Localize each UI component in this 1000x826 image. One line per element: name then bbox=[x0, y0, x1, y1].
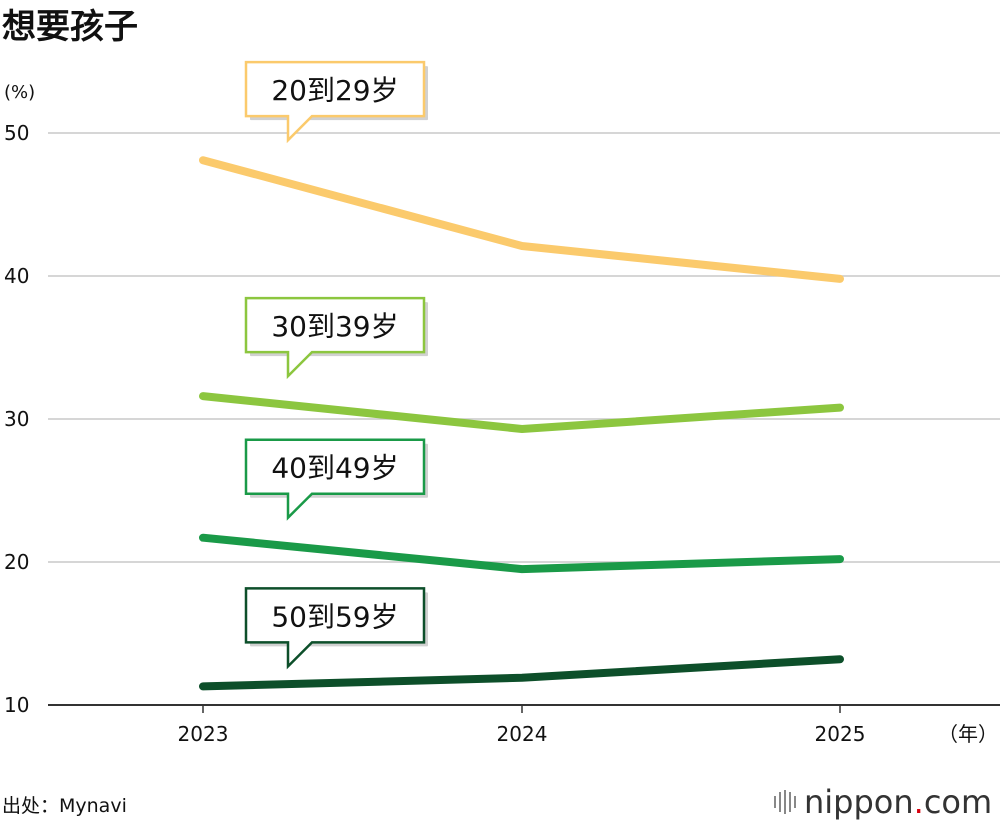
series-name: 40到49岁 bbox=[271, 452, 398, 485]
y-tick-label: 10 bbox=[4, 693, 29, 717]
nippon-logo: nippon.com bbox=[774, 783, 992, 821]
callout-box bbox=[244, 587, 426, 670]
logo-bars-icon bbox=[774, 790, 796, 814]
series-line bbox=[199, 655, 844, 691]
series-name: 50到59岁 bbox=[271, 600, 398, 633]
callout-box bbox=[244, 60, 426, 144]
series-name: 20到29岁 bbox=[271, 74, 398, 107]
series-line bbox=[199, 533, 844, 574]
x-tick-label: 2025 bbox=[815, 722, 866, 746]
x-tick-label: 2023 bbox=[178, 722, 229, 746]
brand-name: nippon.com bbox=[804, 783, 992, 821]
y-axis-ticks: 10 20 30 40 50 bbox=[4, 121, 29, 717]
y-tick-label: 20 bbox=[4, 550, 29, 574]
source-note: 出处：Mynavi bbox=[2, 795, 127, 817]
series-name: 30到39岁 bbox=[271, 310, 398, 343]
series-lines bbox=[199, 156, 844, 691]
series-callout: 20到29岁 bbox=[244, 60, 428, 144]
y-tick-label: 40 bbox=[4, 264, 29, 288]
callout-box bbox=[244, 296, 426, 380]
y-tick-label: 50 bbox=[4, 121, 29, 145]
series-callout: 40到49岁 bbox=[244, 438, 428, 521]
x-axis-ticks: 2023 2024 2025 bbox=[178, 705, 866, 746]
chart-title: 想要孩子 bbox=[2, 7, 138, 47]
callout-box bbox=[244, 438, 426, 521]
series-callout: 30到39岁 bbox=[244, 296, 428, 380]
series-line bbox=[199, 392, 844, 433]
x-axis-unit: （年） bbox=[938, 722, 998, 746]
series-line bbox=[199, 156, 844, 283]
gridlines bbox=[48, 132, 1000, 706]
y-tick-label: 30 bbox=[4, 407, 29, 431]
series-labels: 20到29岁 30到39岁 40到49岁 50到59岁 bbox=[244, 60, 428, 670]
y-axis-unit: (%) bbox=[4, 82, 35, 103]
series-callout: 50到59岁 bbox=[244, 587, 428, 670]
x-tick-label: 2024 bbox=[497, 722, 548, 746]
